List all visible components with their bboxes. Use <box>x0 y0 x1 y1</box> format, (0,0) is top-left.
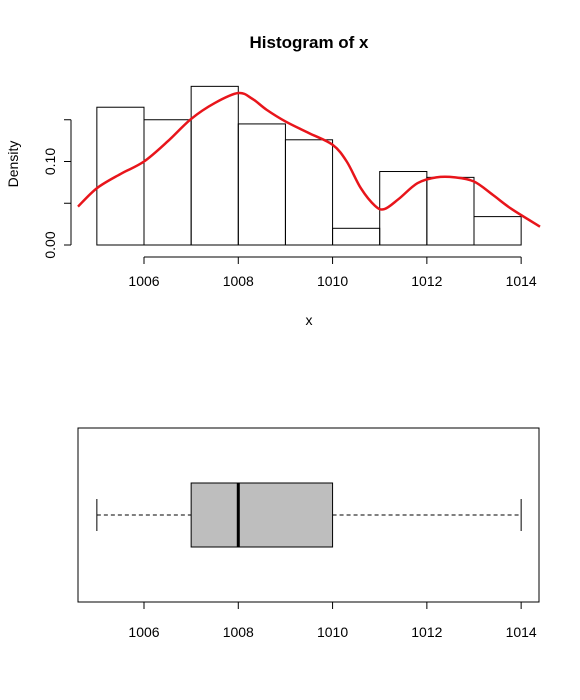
y-tick-label: 0.00 <box>42 231 58 258</box>
x-tick-label: 1012 <box>411 273 442 289</box>
x-tick-label: 1010 <box>317 273 348 289</box>
x-tick-label: 1014 <box>506 273 537 289</box>
histogram-bar <box>473 216 522 246</box>
box-x-tick-label: 1010 <box>317 624 348 640</box>
iqr-box <box>190 482 334 548</box>
histogram-bar <box>426 176 475 246</box>
histogram-x-axis: 1006 1008 1010 1012 1014 <box>128 256 537 289</box>
histogram-bar <box>143 119 192 246</box>
density-curve <box>77 91 541 228</box>
histogram-panel: Histogram of x 1006 1008 1010 1012 1014 0.00… <box>5 33 541 328</box>
boxplot-x-axis: 1006 1008 1010 1012 1014 <box>128 601 537 640</box>
histogram-bar <box>190 85 239 246</box>
chart-title: Histogram of x <box>249 33 369 52</box>
boxplot-panel: 1006 1008 1010 1012 1014 <box>77 427 540 640</box>
histogram-bar <box>96 106 145 246</box>
box-x-tick-label: 1008 <box>223 624 254 640</box>
box-x-tick-label: 1006 <box>128 624 159 640</box>
x-tick-label: 1006 <box>128 273 159 289</box>
y-axis-label: Density <box>5 141 21 188</box>
histogram-bars <box>96 85 522 246</box>
y-tick-label: 0.10 <box>42 148 58 175</box>
histogram-bar <box>332 227 381 246</box>
boxplot <box>96 482 522 548</box>
box-x-tick-label: 1014 <box>506 624 537 640</box>
histogram-bar <box>284 139 334 246</box>
histogram-bar <box>237 123 286 246</box>
x-tick-label: 1008 <box>223 273 254 289</box>
x-axis-label: x <box>306 312 313 328</box>
histogram-y-axis: 0.00 0.10 <box>42 119 72 259</box>
box-x-tick-label: 1012 <box>411 624 442 640</box>
